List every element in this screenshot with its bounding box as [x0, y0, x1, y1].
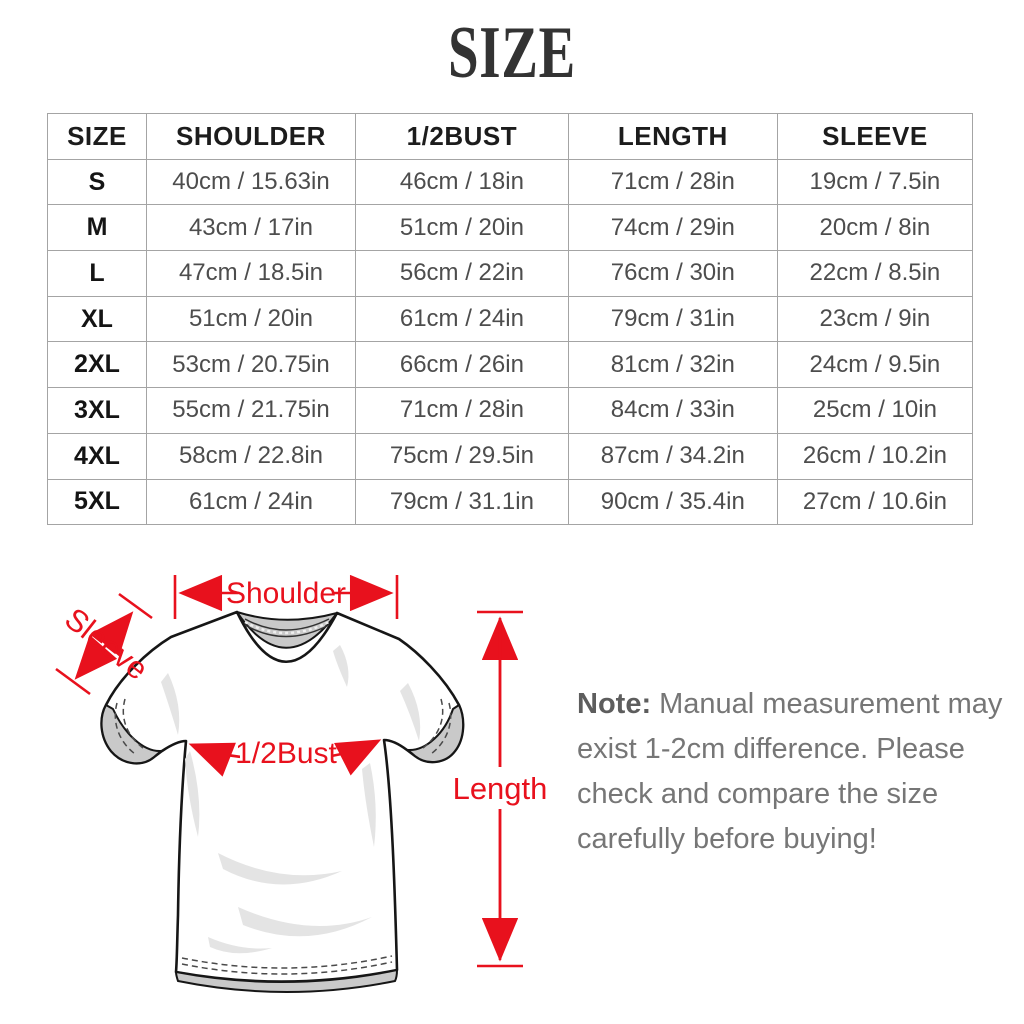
measurement-cell: 19cm / 7.5in — [776, 158, 974, 206]
measurement-cell: 75cm / 29.5in — [355, 432, 569, 480]
length-measure-arrow: Length — [453, 610, 548, 968]
note-line: check and compare the size — [577, 778, 939, 810]
measurement-cell: 84cm / 33in — [567, 387, 778, 434]
column-header-bust: 1/2BUST — [355, 113, 569, 160]
measurement-cell: 27cm / 10.6in — [776, 478, 974, 526]
measurement-cell: 25cm / 10in — [776, 387, 974, 434]
size-cell: M — [47, 204, 147, 252]
size-cell: S — [47, 158, 147, 206]
measurement-cell: 23cm / 9in — [776, 295, 974, 343]
column-header-size: SIZE — [47, 113, 147, 160]
table-row: L 47cm / 18.5in 56cm / 22in 76cm / 30in … — [47, 250, 974, 297]
measurement-cell: 90cm / 35.4in — [567, 478, 778, 526]
measurement-cell: 20cm / 8in — [776, 204, 974, 252]
tshirt-graphic — [100, 610, 465, 993]
measurement-cell: 53cm / 20.75in — [145, 341, 357, 389]
measurement-cell: 58cm / 22.8in — [145, 432, 357, 480]
measurement-cell: 46cm / 18in — [355, 158, 569, 206]
table-row: XL 51cm / 20in 61cm / 24in 79cm / 31in 2… — [47, 295, 974, 343]
note-line: carefully before buying! — [577, 823, 877, 855]
bust-label: 1/2Bust — [235, 737, 337, 770]
measurement-cell: 40cm / 15.63in — [145, 158, 357, 206]
size-cell: 2XL — [47, 341, 147, 389]
note-prefix: Note: — [577, 688, 652, 720]
table-row: 2XL 53cm / 20.75in 66cm / 26in 81cm / 32… — [47, 341, 974, 389]
table-row: M 43cm / 17in 51cm / 20in 74cm / 29in 20… — [47, 204, 974, 252]
table-row: 5XL 61cm / 24in 79cm / 31.1in 90cm / 35.… — [47, 478, 974, 526]
measurement-cell: 71cm / 28in — [355, 387, 569, 434]
measurement-cell: 55cm / 21.75in — [145, 387, 357, 434]
measurement-cell: 76cm / 30in — [567, 250, 778, 297]
table-row: 4XL 58cm / 22.8in 75cm / 29.5in 87cm / 3… — [47, 432, 974, 480]
table-header-row: SIZE SHOULDER 1/2BUST LENGTH SLEEVE — [47, 113, 974, 160]
column-header-sleeve: SLEEVE — [776, 113, 974, 160]
size-cell: 5XL — [47, 478, 147, 526]
measurement-cell: 61cm / 24in — [145, 478, 357, 526]
measurement-cell: 79cm / 31in — [567, 295, 778, 343]
note-line: exist 1-2cm difference. Please — [577, 733, 965, 765]
measurement-cell: 22cm / 8.5in — [776, 250, 974, 297]
measurement-cell: 26cm / 10.2in — [776, 432, 974, 480]
size-cell: 4XL — [47, 432, 147, 480]
size-cell: L — [47, 250, 147, 297]
size-cell: XL — [47, 295, 147, 343]
measurement-cell: 74cm / 29in — [567, 204, 778, 252]
measurement-cell: 24cm / 9.5in — [776, 341, 974, 389]
note-line: Note: Manual measurement may — [577, 688, 1003, 720]
column-header-shoulder: SHOULDER — [145, 113, 357, 160]
page-title: SIZE — [448, 12, 576, 94]
measurement-cell: 51cm / 20in — [145, 295, 357, 343]
shoulder-measure-arrow: Shoulder — [173, 574, 399, 619]
measurement-cell: 66cm / 26in — [355, 341, 569, 389]
measurement-cell: 61cm / 24in — [355, 295, 569, 343]
tshirt-measurement-diagram: Shoulder Sleeve 1/2Bust Length — [55, 574, 548, 993]
table-row: S 40cm / 15.63in 46cm / 18in 71cm / 28in… — [47, 158, 974, 206]
sleeve-label: Sleeve — [58, 601, 154, 687]
size-table: SIZE SHOULDER 1/2BUST LENGTH SLEEVE S 40… — [47, 113, 974, 526]
measurement-cell: 81cm / 32in — [567, 341, 778, 389]
measurement-cell: 79cm / 31.1in — [355, 478, 569, 526]
size-cell: 3XL — [47, 387, 147, 434]
shoulder-label: Shoulder — [226, 577, 346, 610]
bust-measure-arrow: 1/2Bust — [188, 737, 382, 777]
measurement-cell: 87cm / 34.2in — [567, 432, 778, 480]
note-text: Note: Manual measurement may exist 1-2cm … — [577, 682, 1003, 862]
measurement-cell: 56cm / 22in — [355, 250, 569, 297]
measurement-cell: 71cm / 28in — [567, 158, 778, 206]
table-row: 3XL 55cm / 21.75in 71cm / 28in 84cm / 33… — [47, 387, 974, 434]
column-header-length: LENGTH — [567, 113, 778, 160]
measurement-cell: 47cm / 18.5in — [145, 250, 357, 297]
measurement-cell: 51cm / 20in — [355, 204, 569, 252]
measurement-cell: 43cm / 17in — [145, 204, 357, 252]
length-label: Length — [453, 771, 548, 806]
